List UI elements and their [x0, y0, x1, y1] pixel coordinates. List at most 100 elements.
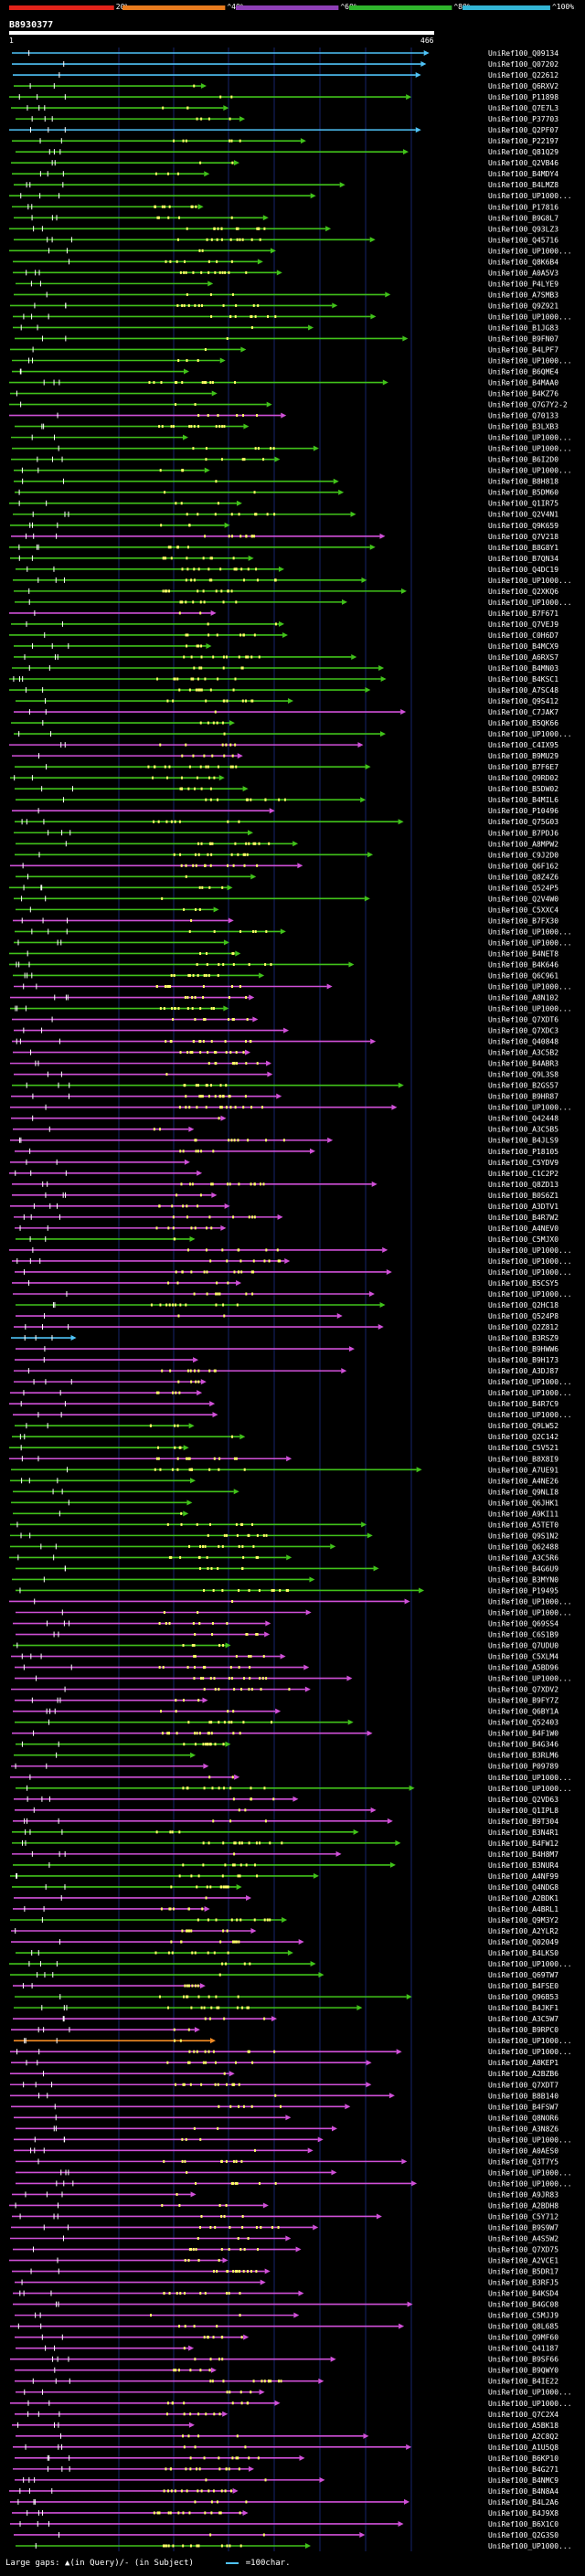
hit-row[interactable]: UniRef100_Q6C961	[13, 971, 558, 980]
hit-label[interactable]: UniRef100_B4JKF1	[488, 2004, 558, 2012]
hit-row[interactable]: UniRef100_Q22612	[13, 71, 558, 80]
hit-label[interactable]: UniRef100_UP1000...	[488, 2400, 572, 2408]
hit-label[interactable]: UniRef100_Q7UDU0	[488, 1642, 558, 1650]
hit-row[interactable]: UniRef100_UP1000...	[12, 1257, 572, 1266]
hit-label[interactable]: UniRef100_B9HR87	[488, 1093, 558, 1101]
hit-row[interactable]: UniRef100_P22197	[12, 137, 558, 145]
hit-row[interactable]: UniRef100_B4R7C9	[9, 1400, 558, 1408]
hit-label[interactable]: UniRef100_C9J2D0	[488, 851, 558, 859]
hit-label[interactable]: UniRef100_UP1000...	[488, 1104, 572, 1112]
hit-row[interactable]: UniRef100_A7UE91	[11, 1466, 558, 1474]
hit-row[interactable]: UniRef100_B4MDY4	[12, 170, 558, 178]
hit-row[interactable]: UniRef100_A9JR83	[12, 2190, 558, 2199]
hit-label[interactable]: UniRef100_A5BK18	[488, 2422, 558, 2430]
hit-row[interactable]: UniRef100_UP1000...	[9, 1246, 572, 1255]
hit-row[interactable]: UniRef100_A4NE26	[10, 1477, 558, 1485]
hit-label[interactable]: UniRef100_Q2G3S0	[488, 2531, 558, 2539]
hit-row[interactable]: UniRef100_Q81Q29	[16, 148, 558, 156]
hit-label[interactable]: UniRef100_B1JG83	[488, 323, 558, 332]
hit-label[interactable]: UniRef100_A8MPW2	[488, 840, 558, 848]
hit-label[interactable]: UniRef100_Q62488	[488, 1542, 558, 1551]
hit-label[interactable]: UniRef100_Q45716	[488, 236, 558, 244]
hit-label[interactable]: UniRef100_B7PDJ6	[488, 829, 558, 837]
hit-label[interactable]: UniRef100_B4KSD4	[488, 2290, 558, 2298]
hit-row[interactable]: UniRef100_A5BD96	[15, 1664, 558, 1672]
hit-row[interactable]: UniRef100_UP1000...	[13, 1290, 572, 1299]
hit-label[interactable]: UniRef100_B9S9W7	[488, 2223, 558, 2231]
hit-row[interactable]: UniRef100_B4ABR3	[10, 1060, 558, 1068]
hit-label[interactable]: UniRef100_B9RPC0	[488, 2026, 558, 2034]
hit-row[interactable]: UniRef100_Q4NDG8	[12, 1883, 558, 1892]
hit-label[interactable]: UniRef100_UP1000...	[488, 1411, 572, 1419]
hit-row[interactable]: UniRef100_A5TET0	[10, 1521, 558, 1529]
hit-label[interactable]: UniRef100_Q81Q29	[488, 148, 558, 156]
hit-label[interactable]: UniRef100_B3MYN0	[488, 1575, 558, 1584]
hit-row[interactable]: UniRef100_Q1IR75	[9, 500, 558, 508]
hit-label[interactable]: UniRef100_B4G271	[488, 2465, 558, 2474]
hit-label[interactable]: UniRef100_B4MN03	[488, 664, 558, 673]
hit-label[interactable]: UniRef100_B3RSZ9	[488, 1334, 558, 1342]
hit-label[interactable]: UniRef100_Q7VEJ9	[488, 620, 558, 629]
hit-label[interactable]: UniRef100_UP1000...	[488, 247, 572, 255]
hit-row[interactable]: UniRef100_B4K646	[9, 960, 558, 969]
hit-row[interactable]: UniRef100_A3C5W7	[13, 2015, 558, 2023]
hit-row[interactable]: UniRef100_Q7XDT6	[12, 1016, 558, 1024]
hit-label[interactable]: UniRef100_A4NEV0	[488, 1224, 558, 1233]
hit-label[interactable]: UniRef100_UP1000...	[488, 1774, 572, 1782]
hit-row[interactable]: UniRef100_B4N8A4	[9, 2487, 558, 2496]
hit-row[interactable]: UniRef100_UP1000...	[9, 1597, 572, 1606]
hit-label[interactable]: UniRef100_Q2XKQ6	[488, 588, 558, 596]
hit-label[interactable]: UniRef100_A3C5W7	[488, 2015, 558, 2023]
hit-row[interactable]: UniRef100_UP1000...	[9, 1960, 572, 1968]
hit-label[interactable]: UniRef100_UP1000...	[488, 2389, 572, 2397]
hit-label[interactable]: UniRef100_UP1000...	[488, 192, 572, 200]
hit-row[interactable]: UniRef100_A3N8Z6	[16, 2125, 558, 2133]
hit-row[interactable]: UniRef100_P37703	[16, 115, 558, 123]
hit-label[interactable]: UniRef100_Q524P8	[488, 1312, 558, 1320]
hit-label[interactable]: UniRef100_B8G8Y1	[488, 544, 558, 552]
hit-row[interactable]: UniRef100_Q1IPL8	[15, 1807, 558, 1815]
hit-row[interactable]: UniRef100_B4NET8	[9, 949, 558, 958]
hit-row[interactable]: UniRef100_Q9K659	[10, 522, 558, 530]
hit-label[interactable]: UniRef100_Q2HC18	[488, 1301, 558, 1309]
hit-label[interactable]: UniRef100_Q2Z812	[488, 1323, 558, 1331]
hit-row[interactable]: UniRef100_B7FX30	[13, 917, 558, 925]
hit-label[interactable]: UniRef100_B5QK66	[488, 719, 558, 727]
hit-row[interactable]: UniRef100_C7JAK7	[14, 708, 558, 716]
hit-label[interactable]: UniRef100_A3C5R6	[488, 1553, 558, 1562]
hit-label[interactable]: UniRef100_Q6F162	[488, 862, 558, 870]
hit-row[interactable]: UniRef100_B3LXB3	[15, 423, 558, 431]
hit-label[interactable]: UniRef100_Q4DC19	[488, 566, 558, 574]
hit-row[interactable]: UniRef100_A3C5B2	[13, 1049, 558, 1057]
hit-label[interactable]: UniRef100_B9G8L7	[488, 214, 558, 222]
hit-label[interactable]: UniRef100_B8B140	[488, 2092, 558, 2100]
hit-row[interactable]: UniRef100_B5DR17	[12, 2268, 558, 2276]
hit-row[interactable]: UniRef100_UP1000...	[14, 2037, 572, 2045]
hit-label[interactable]: UniRef100_UP1000...	[488, 1246, 572, 1255]
hit-label[interactable]: UniRef100_B9MU29	[488, 752, 558, 760]
hit-row[interactable]: UniRef100_P4LYE9	[16, 280, 558, 288]
hit-label[interactable]: UniRef100_UP1000...	[488, 1597, 572, 1606]
hit-label[interactable]: UniRef100_B6KP10	[488, 2454, 558, 2463]
hit-row[interactable]: UniRef100_Q42448	[11, 1115, 558, 1123]
hit-row[interactable]: UniRef100_Q8L685	[10, 2323, 558, 2331]
hit-row[interactable]: UniRef100_Q9M3Y2	[10, 1916, 558, 1924]
hit-label[interactable]: UniRef100_A2C8Q2	[488, 2433, 558, 2441]
hit-label[interactable]: UniRef100_Q9RD02	[488, 774, 558, 782]
hit-row[interactable]: UniRef100_A7SMB3	[14, 291, 558, 299]
hit-row[interactable]: UniRef100_Q8K6B4	[13, 258, 558, 266]
hit-row[interactable]: UniRef100_B4R7W2	[14, 1214, 558, 1222]
hit-label[interactable]: UniRef100_A7UE91	[488, 1466, 558, 1474]
hit-label[interactable]: UniRef100_UP1000...	[488, 2542, 572, 2550]
hit-row[interactable]: UniRef100_B4IE22	[15, 2378, 558, 2386]
hit-row[interactable]: UniRef100_UP1000...	[14, 730, 572, 738]
hit-row[interactable]: UniRef100_B9HWW6	[16, 1345, 558, 1353]
hit-label[interactable]: UniRef100_A8N102	[488, 994, 558, 1002]
hit-label[interactable]: UniRef100_B4FSW7	[488, 2103, 558, 2111]
hit-label[interactable]: UniRef100_Q7C2X4	[488, 2411, 558, 2419]
hit-row[interactable]: UniRef100_B9G8L7	[14, 214, 558, 222]
hit-row[interactable]: UniRef100_B3N4R1	[12, 1829, 558, 1837]
hit-row[interactable]: UniRef100_Q6BY1A	[13, 1708, 558, 1716]
hit-label[interactable]: UniRef100_C5XXC4	[488, 906, 558, 914]
hit-row[interactable]: UniRef100_B9H173	[15, 1356, 558, 1364]
